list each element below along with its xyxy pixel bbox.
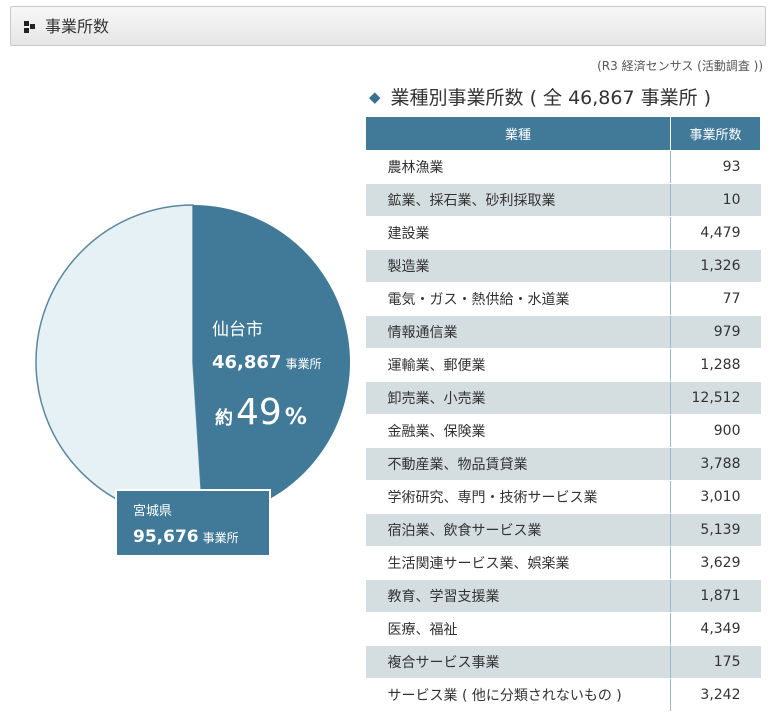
pie-unit-miyagi: 事業所 (203, 531, 239, 545)
table-row: 鉱業、採石業、砂利採取業 10 (365, 183, 761, 217)
industry-table: 業種 事業所数 農林漁業 93 鉱業、採石業、砂利採取業 10 建設業 4,479 製造業 1… (365, 116, 761, 712)
pie-value-miyagi: 95,676 事業所 (133, 527, 239, 547)
pie-slice-rest (35, 204, 204, 520)
industry-name-cell: 電気・ガス・熱供給・水道業 (365, 282, 671, 316)
table-row: 教育、学習支援業 1,871 (365, 579, 761, 613)
industry-name-cell: サービス業 ( 他に分類されないもの ) (365, 678, 671, 712)
pie-label-box-miyagi (115, 489, 271, 557)
table-row: 金融業、保険業 900 (365, 414, 761, 448)
table-row: 農林漁業 93 (365, 150, 761, 184)
column-header-industry: 業種 (365, 116, 671, 151)
table-row: 医療、福祉 4,349 (365, 612, 761, 646)
diamond-icon: ◆ (369, 87, 381, 106)
pie-label-miyagi: 宮城県 (133, 503, 172, 519)
pie-chart: 仙台市 46,867 事業所 約49% 宮城県 95,676 事業所 (35, 204, 351, 557)
industry-name-cell: 製造業 (365, 249, 671, 283)
industry-name-cell: 生活関連サービス業、娯楽業 (365, 546, 671, 580)
industry-name-cell: 教育、学習支援業 (365, 579, 671, 613)
table-title: 業種別事業所数 ( 全 46,867 事業所 ) (390, 87, 712, 109)
establishment-count-cell: 900 (670, 414, 761, 448)
establishment-count-cell: 5,139 (670, 513, 761, 547)
pie-percent-value: 49 (236, 392, 282, 433)
establishment-count-cell: 4,479 (670, 216, 761, 250)
pie-percent-sign: % (285, 405, 307, 430)
industry-name-cell: 不動産業、物品賃貸業 (365, 447, 671, 481)
page-title: 事業所数 (45, 17, 110, 36)
source-note: (R3 経済センサス (活動調査 )) (597, 59, 763, 73)
establishment-count-cell: 175 (670, 645, 761, 679)
pie-approx-prefix: 約 (215, 407, 233, 429)
industry-name-cell: 運輸業、郵便業 (365, 348, 671, 382)
establishment-count-cell: 3,788 (670, 447, 761, 481)
pie-count-sendai: 46,867 (212, 352, 281, 373)
table-row: 生活関連サービス業、娯楽業 3,629 (365, 546, 761, 580)
establishment-count-cell: 10 (670, 183, 761, 217)
table-body: 農林漁業 93 鉱業、採石業、砂利採取業 10 建設業 4,479 製造業 1,326 電気・ガ… (365, 150, 761, 712)
section-bullet-icon (24, 21, 35, 33)
table-subtitle: ◆ 業種別事業所数 ( 全 46,867 事業所 ) (369, 83, 711, 109)
establishment-count-cell: 1,326 (670, 249, 761, 283)
industry-name-cell: 建設業 (365, 216, 671, 250)
table-row: 宿泊業、飲食サービス業 5,139 (365, 513, 761, 547)
table-header-row: 業種 事業所数 (365, 116, 761, 151)
establishment-count-cell: 4,349 (670, 612, 761, 646)
section-header: 事業所数 (10, 6, 766, 46)
industry-name-cell: 学術研究、専門・技術サービス業 (365, 480, 671, 514)
table-row: 製造業 1,326 (365, 249, 761, 283)
pie-unit-sendai: 事業所 (285, 357, 321, 371)
industry-name-cell: 医療、福祉 (365, 612, 671, 646)
industry-name-cell: 情報通信業 (365, 315, 671, 349)
establishment-count-cell: 77 (670, 282, 761, 316)
industry-name-cell: 金融業、保険業 (365, 414, 671, 448)
pie-percent-sendai: 約49% (215, 392, 307, 433)
establishment-count-cell: 12,512 (670, 381, 761, 415)
establishment-count-cell: 3,629 (670, 546, 761, 580)
table-row: 情報通信業 979 (365, 315, 761, 349)
industry-name-cell: 複合サービス事業 (365, 645, 671, 679)
pie-count-miyagi: 95,676 (133, 527, 199, 547)
column-header-count: 事業所数 (670, 116, 761, 151)
establishment-count-cell: 1,871 (670, 579, 761, 613)
table-row: 建設業 4,479 (365, 216, 761, 250)
table-row: サービス業 ( 他に分類されないもの ) 3,242 (365, 678, 761, 712)
industry-name-cell: 宿泊業、飲食サービス業 (365, 513, 671, 547)
establishment-count-cell: 1,288 (670, 348, 761, 382)
table-row: 運輸業、郵便業 1,288 (365, 348, 761, 382)
table-row: 卸売業、小売業 12,512 (365, 381, 761, 415)
table-row: 複合サービス事業 175 (365, 645, 761, 679)
table-row: 電気・ガス・熱供給・水道業 77 (365, 282, 761, 316)
pie-value-sendai: 46,867 事業所 (212, 352, 321, 373)
establishment-count-cell: 3,242 (670, 678, 761, 712)
establishment-count-cell: 979 (670, 315, 761, 349)
pie-label-sendai: 仙台市 (212, 320, 263, 340)
industry-name-cell: 鉱業、採石業、砂利採取業 (365, 183, 671, 217)
establishment-count-cell: 93 (670, 150, 761, 184)
establishment-count-cell: 3,010 (670, 480, 761, 514)
industry-name-cell: 卸売業、小売業 (365, 381, 671, 415)
pie-slice-sendai (193, 205, 351, 519)
table-row: 不動産業、物品賃貸業 3,788 (365, 447, 761, 481)
industry-table-wrap: 業種 事業所数 農林漁業 93 鉱業、採石業、砂利採取業 10 建設業 4,479 製造業 1… (365, 116, 761, 712)
industry-name-cell: 農林漁業 (365, 150, 671, 184)
table-row: 学術研究、専門・技術サービス業 3,010 (365, 480, 761, 514)
